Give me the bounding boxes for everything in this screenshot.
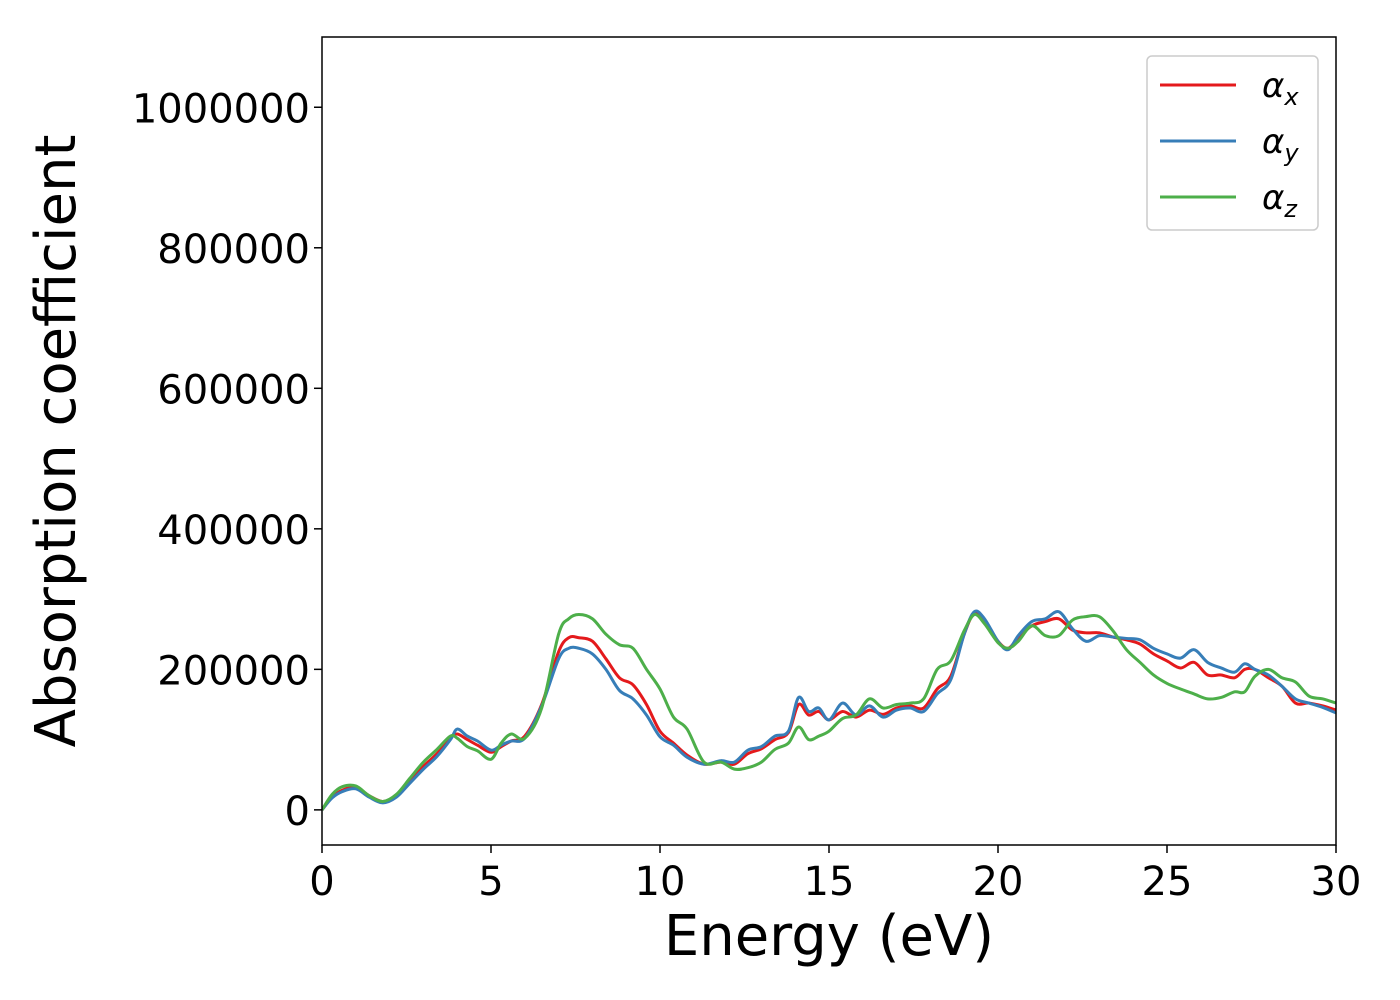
legend-box [1146, 55, 1319, 231]
x-tick-label: 10 [635, 859, 686, 905]
legend-label-y: αy [1262, 122, 1299, 167]
y-tick-label: 0 [285, 789, 310, 835]
legend-label-z: αz [1262, 178, 1298, 223]
y-axis-title: Absorption coefficient [24, 135, 89, 748]
x-axis-title: Energy (eV) [664, 904, 994, 969]
x-tick-label: 25 [1142, 859, 1193, 905]
y-tick-label: 600000 [157, 367, 310, 413]
x-tick-label: 15 [804, 859, 855, 905]
y-tick-label: 200000 [157, 648, 310, 694]
y-tick-label: 1000000 [132, 86, 310, 132]
y-tick-label: 800000 [157, 227, 310, 273]
x-tick-label: 30 [1311, 859, 1362, 905]
x-axis: 0 5 10 15 20 25 30 [309, 845, 1361, 905]
series-line-z [322, 612, 1336, 811]
legend-label-x: αx [1262, 66, 1299, 111]
x-tick-label: 20 [973, 859, 1024, 905]
y-axis: 0 200000 400000 600000 800000 1000000 [132, 86, 322, 835]
x-tick-label: 5 [478, 859, 503, 905]
legend: αx αy αz [1146, 55, 1319, 231]
x-tick-label: 0 [309, 859, 334, 905]
y-tick-label: 400000 [157, 508, 310, 554]
series-layer [322, 609, 1336, 811]
series-line-y [322, 609, 1336, 811]
